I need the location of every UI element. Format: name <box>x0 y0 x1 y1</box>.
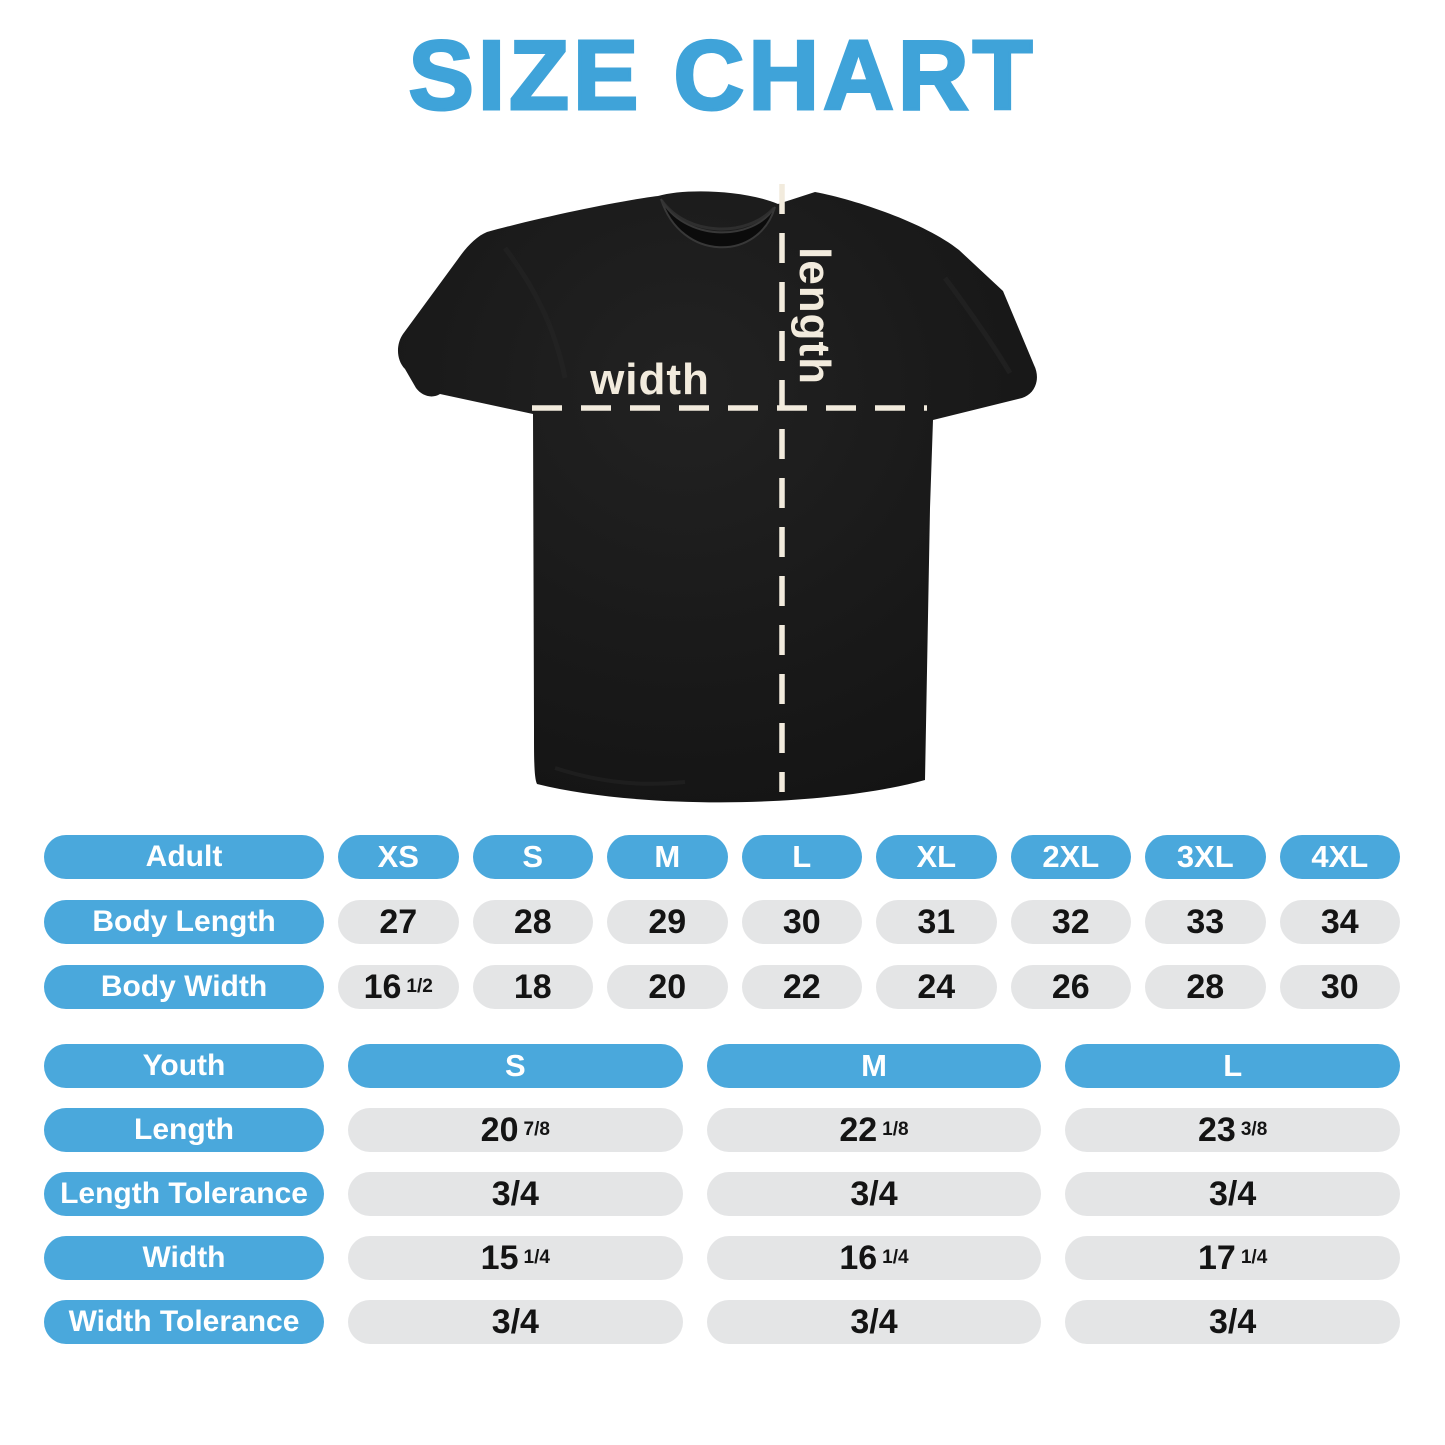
adult-size-m: M <box>607 835 728 879</box>
value: 26 <box>1051 967 1090 1006</box>
value: 15 <box>480 1238 519 1277</box>
youth-length-tolerance-s: 3/4 <box>348 1172 683 1216</box>
wrinkle-line <box>502 246 568 379</box>
value: 20 <box>480 1110 519 1149</box>
body-length-l: 30 <box>741 900 862 944</box>
wrinkle-line <box>554 766 686 786</box>
youth-width-tolerance-s: 3/4 <box>348 1300 683 1344</box>
value: 3/4 <box>850 1174 898 1213</box>
value: 29 <box>648 902 687 941</box>
value-fraction: 1/4 <box>882 1247 909 1268</box>
value: 3/4 <box>491 1174 539 1213</box>
value: 30 <box>782 902 821 941</box>
tshirt-illustration: width length <box>385 168 1065 808</box>
body-width-4xl: 30 <box>1279 965 1400 1009</box>
youth-width-m: 16 1/4 <box>706 1236 1042 1280</box>
value: 3/4 <box>1209 1302 1257 1341</box>
adult-table-title: Adult <box>44 835 324 879</box>
value: 27 <box>379 902 418 941</box>
youth-row-label-length-tolerance: Length Tolerance <box>44 1172 324 1216</box>
youth-size-m: M <box>706 1044 1042 1088</box>
body-width-l: 22 <box>741 965 862 1009</box>
adult-size-s: S <box>472 835 593 879</box>
value: 33 <box>1186 902 1225 941</box>
body-width-xl: 24 <box>876 965 997 1009</box>
value: 30 <box>1320 967 1359 1006</box>
adult-size-l: L <box>741 835 862 879</box>
adult-row-label-body-length: Body Length <box>44 900 324 944</box>
youth-width-tolerance-l: 3/4 <box>1065 1300 1400 1344</box>
tshirt-collar-seam <box>660 200 776 231</box>
adult-size-xs: XS <box>338 835 459 879</box>
adult-size-3xl: 3XL <box>1145 835 1266 879</box>
adult-size-table: Adult XS S M L XL 2XL 3XL 4XL Body Lengt… <box>44 835 1400 1009</box>
body-width-xs: 16 1/2 <box>338 965 459 1009</box>
youth-row-label-width: Width <box>44 1236 324 1280</box>
youth-length-tolerance-l: 3/4 <box>1065 1172 1400 1216</box>
value: 17 <box>1198 1238 1236 1277</box>
youth-width-l: 17 1/4 <box>1065 1236 1400 1280</box>
adult-row-label-body-width: Body Width <box>44 965 324 1009</box>
youth-size-l: L <box>1065 1044 1400 1088</box>
value: 3/4 <box>1209 1174 1257 1213</box>
youth-row-label-length: Length <box>44 1108 324 1152</box>
page-title: SIZE CHART <box>407 20 1037 130</box>
body-length-3xl: 33 <box>1145 900 1266 944</box>
value: 18 <box>513 967 552 1006</box>
value: 16 <box>839 1238 878 1277</box>
youth-row-label-width-tolerance: Width Tolerance <box>44 1300 324 1344</box>
body-length-4xl: 34 <box>1279 900 1400 944</box>
tshirt-collar <box>660 198 776 249</box>
youth-size-table: Youth S M L Length 20 7/8 22 1/8 23 3/8 Len… <box>44 1044 1400 1344</box>
body-length-xl: 31 <box>876 900 997 944</box>
value-fraction: 1/8 <box>882 1119 909 1140</box>
value: 16 <box>363 967 402 1006</box>
value: 28 <box>1186 967 1225 1006</box>
value: 20 <box>648 967 687 1006</box>
youth-length-l: 23 3/8 <box>1065 1108 1400 1152</box>
value: 34 <box>1320 902 1359 941</box>
length-label: length <box>790 247 839 385</box>
youth-size-s: S <box>348 1044 683 1088</box>
adult-size-xl: XL <box>876 835 997 879</box>
value: 24 <box>917 967 956 1006</box>
value: 31 <box>917 902 956 941</box>
tshirt-svg: width length <box>397 184 1037 803</box>
value: 28 <box>513 902 552 941</box>
value-fraction: 7/8 <box>523 1119 550 1140</box>
youth-table-title: Youth <box>44 1044 324 1088</box>
value: 23 <box>1198 1110 1236 1149</box>
value-fraction: 1/4 <box>523 1247 550 1268</box>
value: 3/4 <box>850 1302 898 1341</box>
width-label: width <box>589 355 710 404</box>
adult-size-4xl: 4XL <box>1279 835 1400 879</box>
value-fraction: 3/8 <box>1240 1119 1268 1140</box>
value-fraction: 1/4 <box>1240 1247 1268 1268</box>
body-length-m: 29 <box>607 900 728 944</box>
youth-length-tolerance-m: 3/4 <box>706 1172 1042 1216</box>
value: 3/4 <box>491 1302 539 1341</box>
value: 32 <box>1051 902 1090 941</box>
adult-size-2xl: 2XL <box>1010 835 1131 879</box>
body-length-2xl: 32 <box>1010 900 1131 944</box>
youth-width-tolerance-m: 3/4 <box>706 1300 1042 1344</box>
youth-length-m: 22 1/8 <box>706 1108 1042 1152</box>
body-width-s: 18 <box>472 965 593 1009</box>
wrinkle-line <box>942 276 1013 375</box>
body-length-s: 28 <box>472 900 593 944</box>
value: 22 <box>782 967 821 1006</box>
body-length-xs: 27 <box>338 900 459 944</box>
body-width-m: 20 <box>607 965 728 1009</box>
tshirt-body <box>397 191 1037 803</box>
youth-length-s: 20 7/8 <box>348 1108 683 1152</box>
body-width-3xl: 28 <box>1145 965 1266 1009</box>
value: 22 <box>839 1110 878 1149</box>
youth-width-s: 15 1/4 <box>348 1236 683 1280</box>
value-fraction: 1/2 <box>406 976 433 997</box>
body-width-2xl: 26 <box>1010 965 1131 1009</box>
